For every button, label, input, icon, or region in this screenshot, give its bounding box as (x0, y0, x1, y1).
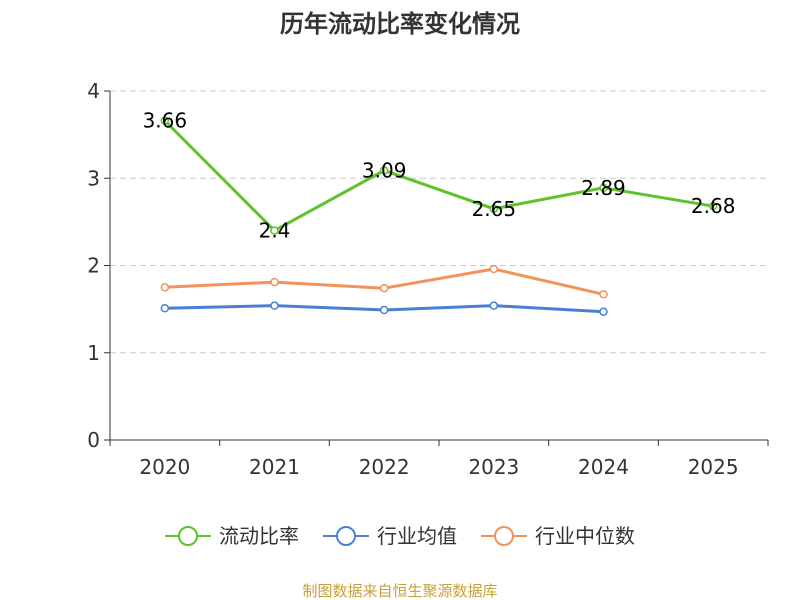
data-label: 2.68 (691, 194, 736, 218)
x-tick-label: 2022 (359, 455, 410, 479)
x-tick-label: 2024 (578, 455, 629, 479)
x-tick-label: 2020 (139, 455, 190, 479)
data-point (379, 305, 389, 315)
legend-item: 流动比率 (165, 524, 299, 548)
data-point (160, 283, 170, 292)
x-tick-label: 2023 (468, 455, 519, 479)
legend-marker (336, 526, 356, 546)
series-line (163, 119, 715, 233)
legend-item: 行业均值 (323, 524, 457, 548)
data-point (708, 201, 718, 211)
x-tick-label: 2025 (688, 455, 739, 479)
data-point (270, 301, 279, 310)
data-point (489, 264, 499, 274)
data-point (599, 307, 608, 316)
data-point (599, 290, 608, 299)
data-point (489, 301, 499, 310)
data-point (270, 226, 279, 235)
data-label: 2.89 (581, 176, 626, 200)
y-tick-label: 3 (87, 166, 100, 190)
legend-item: 行业中位数 (481, 524, 635, 548)
grid-lines (110, 90, 768, 354)
data-point (489, 204, 499, 214)
data-label: 3.09 (362, 158, 407, 182)
legend-marker (178, 526, 198, 546)
legend-label: 行业均值 (377, 524, 457, 548)
series-lines (160, 116, 718, 316)
chart-title: 历年流动比率变化情况 (280, 10, 520, 38)
data-label: 3.66 (143, 109, 188, 133)
y-tick-label: 4 (87, 79, 100, 103)
data-label: 2.4 (259, 219, 291, 243)
legend-label: 行业中位数 (535, 524, 635, 548)
x-tick-label: 2021 (249, 455, 300, 479)
data-point (160, 304, 170, 313)
y-tick-label: 0 (87, 428, 100, 452)
data-point (599, 183, 608, 193)
data-point (379, 283, 389, 293)
legend: 流动比率 行业均值 行业中位数 (165, 524, 635, 548)
y-tick-label: 2 (87, 254, 100, 278)
data-point (160, 116, 170, 125)
legend-marker (494, 526, 514, 546)
data-point (270, 277, 279, 287)
data-labels: 3.66 2.4 3.09 2.65 2.89 2.68 (143, 109, 736, 243)
axes: 0 1 2 3 4 2020 2021 2022 2023 2024 2025 (87, 79, 769, 479)
y-tick-label: 1 (87, 341, 100, 365)
data-label: 2.65 (472, 197, 517, 221)
source-note: 制图数据来自恒生聚源数据库 (302, 582, 497, 600)
legend-label: 流动比率 (219, 524, 299, 548)
data-point (379, 166, 389, 175)
